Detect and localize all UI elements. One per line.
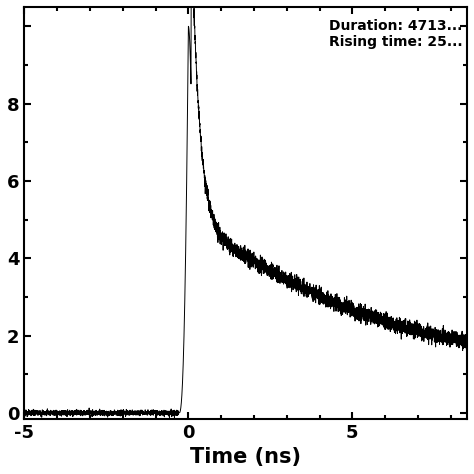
Text: Duration: 4713...
Rising time: 25...: Duration: 4713... Rising time: 25... [329,19,463,49]
X-axis label: Time (ns): Time (ns) [190,447,301,467]
